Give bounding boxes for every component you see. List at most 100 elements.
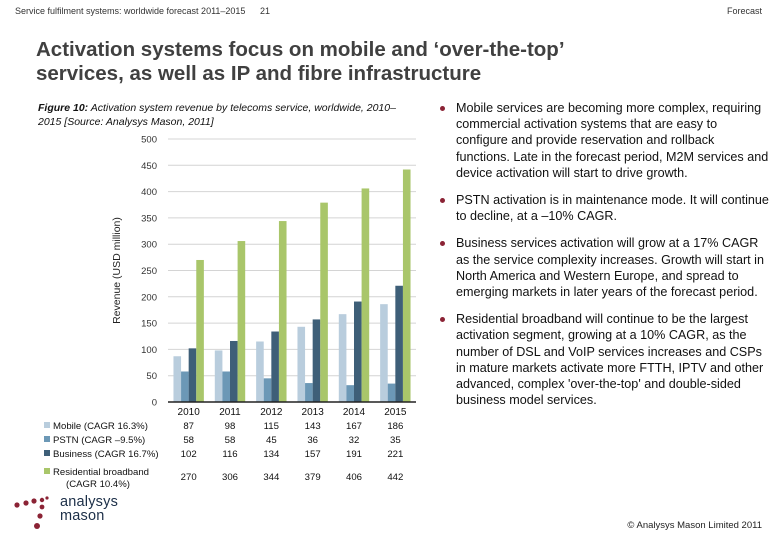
bar-business-2015 xyxy=(395,285,403,402)
table-value: 379 xyxy=(305,472,321,483)
bullet-item: PSTN activation is in maintenance mode. … xyxy=(440,192,770,224)
table-value: 134 xyxy=(263,449,280,460)
bar-broadband-2010 xyxy=(196,259,204,402)
legend-swatch-business xyxy=(44,450,50,456)
bar-broadband-2014 xyxy=(361,188,370,402)
bar-business-2011 xyxy=(230,340,238,402)
bar-broadband-2013 xyxy=(320,202,328,402)
y-tick-label: 50 xyxy=(146,371,157,382)
bullet-item: Business services activation will grow a… xyxy=(440,235,770,300)
bar-broadband-2012 xyxy=(278,221,287,402)
header-section-label: Forecast xyxy=(726,6,762,16)
bar-chart: 0 50 100 150 200 250 300 350 400 450 500 Revenue (… xyxy=(44,135,416,490)
table-value: 58 xyxy=(225,435,236,446)
x-tick-label: 2011 xyxy=(219,407,241,418)
gridlines xyxy=(168,138,416,377)
bar-pstn-2010 xyxy=(181,371,189,402)
table-value: 221 xyxy=(387,449,403,460)
bullet-text: Mobile services are becoming more comple… xyxy=(456,101,769,180)
slide-title-line1: Activation systems focus on mobile and ‘… xyxy=(36,38,565,61)
y-axis-ticks: 0 50 100 150 200 250 300 350 400 450 500 xyxy=(141,135,157,409)
table-value: 35 xyxy=(390,435,401,446)
bullet-item: Residential broadband will continue to b… xyxy=(440,311,770,408)
bar-broadband-2011 xyxy=(237,241,246,402)
bar-pstn-2015 xyxy=(387,383,396,402)
y-tick-label: 0 xyxy=(152,398,157,409)
y-axis-label: Revenue (USD million) xyxy=(111,217,123,324)
data-table: 2010 2011 2012 2013 2014 2015 Mobile (CAGR 16.… xyxy=(44,407,407,490)
bullet-list: Mobile services are becoming more comple… xyxy=(440,100,770,419)
legend-label-mobile: Mobile (CAGR 16.3%) xyxy=(53,421,148,432)
table-value: 406 xyxy=(346,472,362,483)
y-tick-label: 450 xyxy=(141,161,157,172)
x-tick-label: 2013 xyxy=(302,407,325,418)
x-tick-label: 2010 xyxy=(178,407,201,418)
table-value: 143 xyxy=(305,421,321,432)
y-tick-label: 100 xyxy=(141,345,157,356)
bullet-icon xyxy=(440,106,445,111)
bullet-icon xyxy=(440,317,445,323)
bar-mobile-2012 xyxy=(256,341,264,402)
table-value: 344 xyxy=(263,472,280,483)
bullet-text: Business services activation will grow a… xyxy=(456,236,764,300)
table-value: 442 xyxy=(387,472,403,483)
y-tick-label: 500 xyxy=(141,135,157,146)
y-tick-label: 150 xyxy=(141,319,157,330)
bullet-text: PSTN activation is in maintenance mode. … xyxy=(456,193,769,224)
bullet-item: Mobile services are becoming more comple… xyxy=(440,100,770,181)
logo-line1: analysys xyxy=(60,494,119,510)
logo-dots-icon xyxy=(14,496,49,529)
y-tick-label: 200 xyxy=(141,292,157,303)
y-tick-label: 400 xyxy=(141,187,157,198)
bar-business-2014 xyxy=(354,301,362,402)
legend-label-business: Business (CAGR 16.7%) xyxy=(53,449,159,460)
bar-business-2012 xyxy=(271,331,279,402)
analysys-mason-logo: analysys mason xyxy=(12,495,132,535)
table-value: 45 xyxy=(266,435,277,446)
bar-mobile-2011 xyxy=(214,350,223,402)
bar-broadband-2015 xyxy=(402,169,411,402)
table-value: 186 xyxy=(387,421,403,432)
bullet-icon xyxy=(440,241,445,247)
logo-wordmark: analysys mason xyxy=(60,494,119,524)
table-value: 167 xyxy=(346,421,362,432)
bar-pstn-2012 xyxy=(263,378,272,402)
table-value: 58 xyxy=(183,435,194,446)
figure-caption: Figure 10: Activation system revenue by … xyxy=(38,101,398,129)
header-document-title: Service fulfilment systems: worldwide fo… xyxy=(15,6,246,16)
y-tick-label: 300 xyxy=(141,240,157,251)
x-tick-label: 2012 xyxy=(260,407,283,418)
table-value: 115 xyxy=(264,421,279,432)
legend-label-broadband: Residential broadband xyxy=(53,467,149,478)
figure-label: Figure 10: xyxy=(38,102,89,114)
bullet-icon xyxy=(440,198,445,204)
figure-caption-text: Activation system revenue by telecoms se… xyxy=(38,102,396,128)
table-value: 270 xyxy=(181,472,197,483)
slide-title: Activation systems focus on mobile and ‘… xyxy=(36,38,756,86)
table-value: 87 xyxy=(183,421,194,432)
legend-label-pstn: PSTN (CAGR –9.5%) xyxy=(53,435,145,446)
y-tick-label: 350 xyxy=(141,213,157,224)
table-value: 157 xyxy=(305,449,321,460)
bar-mobile-2013 xyxy=(297,326,306,402)
x-tick-label: 2014 xyxy=(343,407,366,418)
slide-title-line2: services, as well as IP and fibre infras… xyxy=(36,62,482,85)
bar-mobile-2010 xyxy=(173,356,182,402)
header-page-number: 21 xyxy=(260,6,271,16)
bar-business-2010 xyxy=(188,348,197,402)
bar-pstn-2014 xyxy=(346,385,354,402)
table-value: 98 xyxy=(225,421,236,432)
x-tick-label: 2015 xyxy=(384,407,407,418)
legend-swatch-mobile xyxy=(44,422,50,428)
bars xyxy=(173,169,411,402)
bar-pstn-2013 xyxy=(305,383,313,402)
bullet-text: Residential broadband will continue to b… xyxy=(456,312,764,408)
logo-line2: mason xyxy=(60,508,105,524)
table-value: 191 xyxy=(346,449,362,460)
copyright-notice: © Analysys Mason Limited 2011 xyxy=(627,520,762,531)
table-value: 102 xyxy=(181,449,197,460)
legend-label-broadband-line2: (CAGR 10.4%) xyxy=(66,479,130,490)
legend-swatch-broadband xyxy=(44,468,50,474)
bar-business-2013 xyxy=(312,319,321,402)
table-value: 116 xyxy=(222,449,237,460)
